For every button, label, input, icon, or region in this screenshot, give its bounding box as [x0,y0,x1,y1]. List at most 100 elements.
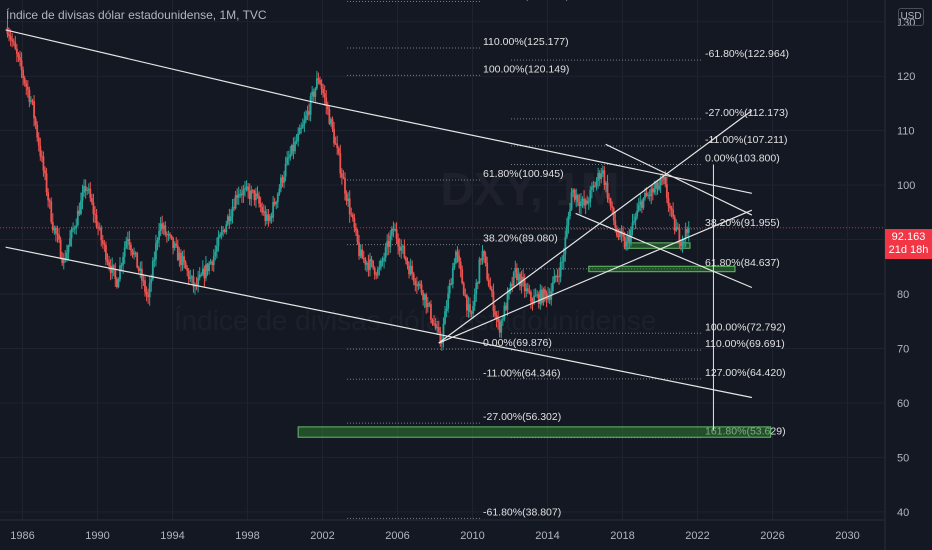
candle-body [298,128,301,134]
y-tick-label: 60 [897,398,909,410]
candle-body [534,295,537,297]
candle-body [609,198,612,206]
candle-body [175,243,178,246]
candle-body [456,251,459,256]
candle-body [40,156,43,158]
candle-body [8,34,10,37]
candle-body [667,198,670,207]
candle-body [134,252,137,254]
candle-body [342,177,345,179]
candle-body [630,229,632,243]
candle-body [542,289,545,303]
candle-body [309,96,312,115]
candle-body [294,141,296,152]
candle-body [669,206,671,209]
candle-body [672,209,675,217]
x-tick-label: 2022 [685,530,709,542]
candle-body [458,255,460,262]
candle-body [522,276,525,281]
candle-body [130,244,132,251]
candle-body [320,83,323,89]
candle-body [384,247,387,259]
candle-body [219,234,221,237]
candle-body [61,257,64,264]
x-tick-label: 2014 [535,530,559,542]
candle-body [94,213,96,216]
candle-body [198,274,201,278]
candle-body [445,308,448,312]
candle-body [220,231,223,235]
fib-extension-left[interactable]: 127.00%(133.723) 110.00%(125.177) 100.00%(… [347,0,569,519]
candle-body [378,267,381,270]
candle-body [647,194,650,196]
currency-button[interactable]: USD [898,8,924,26]
candle-body [481,250,484,261]
candle-body [53,227,56,231]
candle-body [431,319,434,324]
candle-body [612,207,615,221]
trend-line [5,246,752,399]
candle-body [115,278,118,287]
candle-body [494,311,496,316]
candle-body [661,179,664,181]
candle-body [575,195,578,200]
candle-body [686,229,689,233]
candle-body [270,216,273,218]
candle-body [206,264,209,272]
candle-body [464,294,467,296]
candle-body [131,250,134,255]
candle-body [286,157,289,164]
x-tick-label: 2018 [610,530,634,542]
candle-body [83,186,85,193]
candle-body [642,198,645,208]
candle-body [55,227,57,234]
candle-body [406,260,409,266]
candle-body [422,292,425,300]
watermark-symbol: DXY, 1M [441,163,620,215]
candle-body [247,186,250,191]
candle-body [614,220,617,229]
candle-body [447,293,450,309]
candle-body [423,294,426,300]
candle-body [253,190,256,201]
candle-body [240,193,243,196]
support-zones[interactable] [297,242,772,438]
candle-body [208,263,210,272]
candle-body [453,263,456,268]
candle-body [17,53,20,58]
candle-body [451,267,454,285]
candle-body [205,264,207,279]
candle-body [556,275,559,278]
candle-body [580,201,582,207]
x-tick-label: 2030 [835,530,859,542]
candle-body [387,241,390,247]
candle-body [9,36,12,40]
candle-body [525,288,528,292]
y-tick-label: 120 [897,71,915,83]
candle-body [273,201,276,205]
candle-body [536,294,539,296]
candle-body [401,245,404,248]
candle-body [673,216,676,231]
candle-body [186,267,189,271]
candle-body [356,230,359,243]
candle-body [217,236,220,246]
candle-body [561,261,564,263]
candle-body [122,256,125,266]
candle-body [223,230,226,232]
candle-body [476,282,479,284]
candle-body [255,193,257,201]
candle-body [345,193,348,202]
candle-body [76,210,79,226]
candle-body [353,217,356,228]
trend-lines[interactable] [5,29,753,431]
candle-body [369,259,371,271]
candle-body [278,188,281,195]
candle-body [97,226,100,229]
trend-line [5,29,319,105]
candle-body [436,327,439,329]
y-tick-label: 70 [897,343,909,355]
candle-body [611,205,614,208]
x-tick-label: 2002 [310,530,334,542]
